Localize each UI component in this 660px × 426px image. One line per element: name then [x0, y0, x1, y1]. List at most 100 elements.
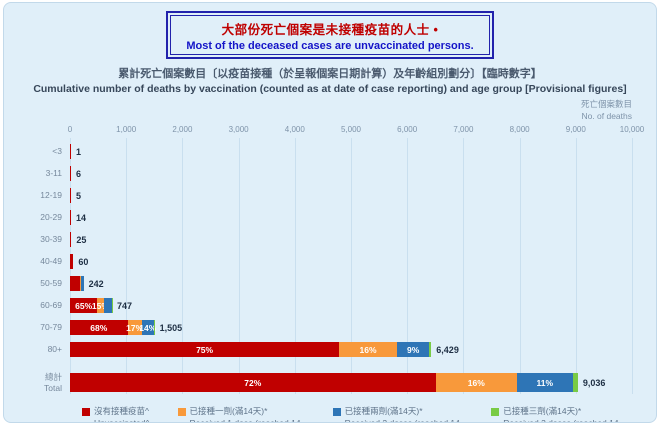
bar-value-label: 6,429 [436, 344, 459, 355]
legend: 沒有接種疫苗^ Unvaccinated^ 已接種一劑(滿14天)* Recei… [82, 405, 622, 423]
axis-tick: 9,000 [565, 124, 586, 134]
bar-segment-unvaccinated: 68% [70, 320, 128, 336]
legend-swatch-dose3 [491, 407, 500, 416]
gridline [182, 137, 184, 394]
bar-track: 25 [70, 232, 632, 248]
axis-tick: 6,000 [397, 124, 418, 134]
row-label-line: 12-19 [40, 190, 62, 201]
legend-label-en: Received 1 dose (reached 14 days)* [189, 417, 301, 423]
gridline [407, 137, 409, 394]
row-label-line: 50-59 [40, 278, 62, 289]
bar-track: 1 [70, 144, 632, 160]
bar-track: 68% 17% 14% 1,505 [70, 320, 632, 336]
legend-swatch-dose2 [332, 407, 341, 416]
bar-segment-dose2: 14% [139, 320, 157, 336]
row-label-line: 總計 [44, 372, 62, 382]
segment-percent-label: 65% [75, 300, 93, 311]
gridline [238, 137, 240, 394]
bar-value-label: 1,505 [159, 322, 183, 333]
legend-label-zh: 已接種兩劑(滿14天)* [344, 405, 423, 416]
bar-value-label: 60 [78, 256, 89, 267]
bar-track: 242 [70, 276, 632, 292]
bar-value-label: 242 [88, 278, 104, 289]
bar-track: 72% 16% 11% 9,036 [70, 373, 632, 393]
row-label: 總計 Total [14, 372, 62, 393]
chart-row: <3 1 [14, 141, 632, 163]
segment-percent-label: 14% [139, 322, 157, 333]
stacked-bar [70, 166, 71, 182]
headline-banner: 大部份死亡個案是未接種疫苗的人士 • Most of the deceased … [166, 11, 494, 59]
bar-track: 5 [70, 188, 632, 204]
chart-row: 40-49 60 [14, 251, 632, 273]
bar-segment-dose2 [103, 298, 112, 314]
row-label: 50-59 [14, 278, 62, 289]
bar-value-label: 14 [76, 212, 87, 223]
row-label: 3-11 [14, 168, 62, 179]
row-label: 12-19 [14, 190, 62, 201]
segment-percent-label: 15% [91, 300, 109, 311]
stacked-bar [70, 276, 84, 292]
chart-row: 12-19 5 [14, 185, 632, 207]
row-label: 20-29 [14, 212, 62, 223]
chart-row: 3-11 6 [14, 163, 632, 185]
stacked-bar: 72% 16% 11% [70, 373, 578, 393]
row-label-line: 3-11 [45, 168, 62, 179]
legend-label-en: Unvaccinated^ [94, 417, 150, 423]
bar-value-label: 747 [116, 300, 132, 311]
row-label-line: Total [44, 382, 62, 393]
axis-tick: 7,000 [453, 124, 474, 134]
gridline [519, 137, 521, 394]
legend-label-zh: 已接種一劑(滿14天)* [189, 405, 268, 416]
row-label-line: 70-79 [40, 322, 62, 333]
gridline [463, 137, 465, 394]
bar-value-label: 25 [76, 234, 87, 245]
segment-percent-label: 11% [536, 377, 554, 388]
bar-segment-dose2 [80, 276, 84, 292]
bar-segment-dose2: 11% [516, 373, 573, 393]
row-label: 40-49 [14, 256, 62, 267]
bar-segment-unvaccinated [70, 232, 72, 248]
row-label-line: 60-69 [40, 300, 62, 311]
legend-label-en: Received 2 doses (reached 14 days)* [344, 417, 460, 423]
segment-percent-label: 75% [196, 344, 214, 355]
axis-tick: 4,000 [284, 124, 305, 134]
bar-segment-dose1: 17% [126, 320, 143, 336]
bar-segment-unvaccinated: 75% [70, 342, 340, 358]
row-label: 70-79 [14, 322, 62, 333]
axis-tick: 1,000 [116, 124, 137, 134]
stacked-bar: 75% 16% 9% [70, 342, 432, 358]
axis-unit-zh: 死亡個案數目 [580, 99, 632, 109]
stacked-bar [70, 144, 71, 160]
bar-track: 60 [70, 254, 632, 270]
bar-segment-unvaccinated [70, 276, 81, 292]
row-label: 60-69 [14, 300, 62, 311]
bar-value-label: 9,036 [582, 377, 606, 388]
stacked-bar [70, 210, 71, 226]
chart-row: 80+ 75% 16% 9% 6,429 [14, 339, 632, 361]
plot-area: <3 1 3-11 6 12-19 5 20-29 14 30-39 25 40-49 60 50-59… [14, 137, 633, 396]
axis-tick: 10,000 [619, 124, 645, 134]
gridline [575, 137, 577, 394]
bar-value-label: 5 [76, 190, 82, 201]
bar-segment-unvaccinated [70, 210, 71, 226]
chart-row: 總計 Total 72% 16% 11% 9,036 [14, 370, 632, 396]
row-label-line: 20-29 [40, 212, 62, 223]
row-label-line: 40-49 [40, 256, 62, 267]
headline-en: Most of the deceased cases are unvaccina… [186, 40, 474, 52]
chart-row: 20-29 14 [14, 207, 632, 229]
axis-ticks: 0 1,000 2,000 3,000 4,000 5,000 6,000 7,000 8,00… [67, 124, 644, 138]
legend-label-zh: 沒有接種疫苗^ [94, 405, 149, 416]
axis-tick: 5,000 [340, 124, 362, 134]
bar-segment-dose3 [429, 342, 432, 358]
axis-tick: 0 [67, 124, 73, 134]
bar-segment-dose3 [153, 320, 155, 336]
bar-segment-unvaccinated [70, 166, 71, 182]
bar-track: 65% 15% 747 [70, 298, 632, 314]
legend-swatch-dose1 [177, 407, 186, 416]
legend-item-unvaccinated: 沒有接種疫苗^ Unvaccinated^ [82, 405, 150, 423]
stacked-bar: 65% 15% [70, 298, 112, 314]
axis-tick: 8,000 [509, 124, 530, 134]
stacked-bar [70, 188, 71, 204]
chart-title-zh: 累計死亡個案數目〔以疫苗接種（於呈報個案日期計算）及年齡組別劃分〕【臨時數字】 [118, 68, 542, 80]
bar-segment-unvaccinated [70, 188, 71, 204]
